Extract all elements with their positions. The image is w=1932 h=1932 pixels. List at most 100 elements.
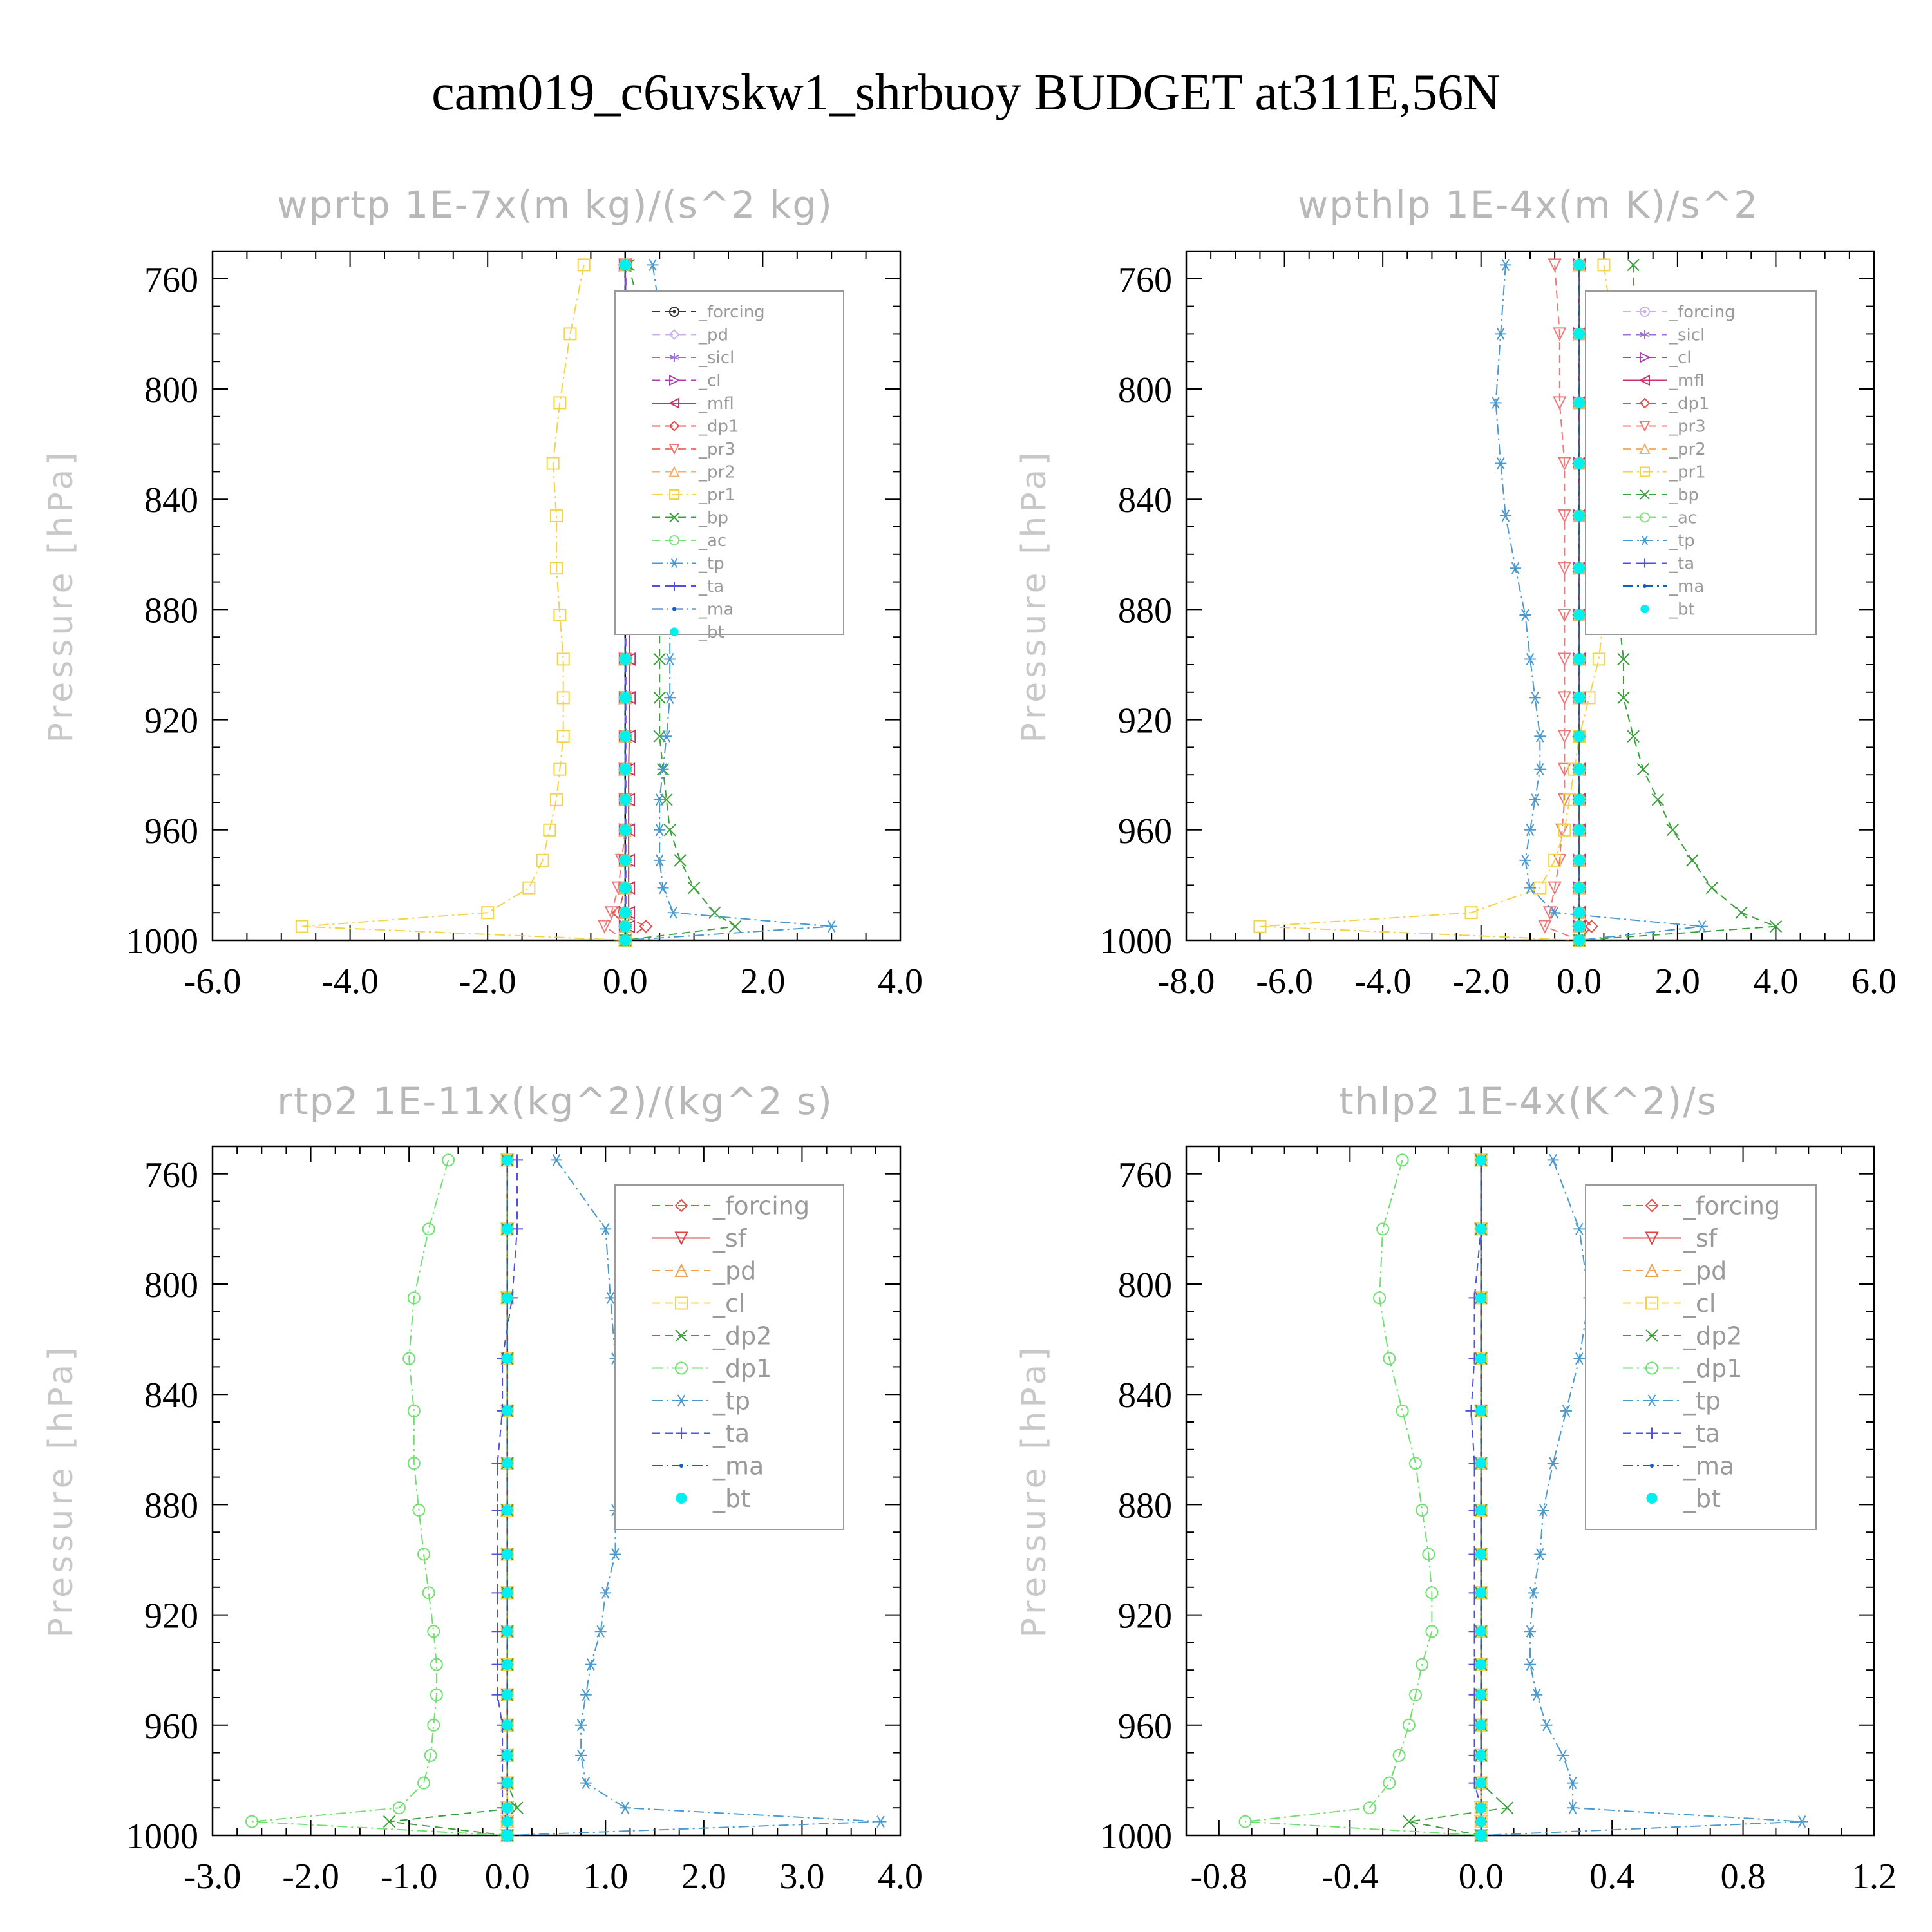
data-point [1560,1405,1572,1417]
data-point [1519,854,1531,867]
data-point [1519,609,1531,621]
legend-label: _pr1 [1669,463,1706,482]
data-point [502,1750,513,1761]
data-point [502,1504,513,1516]
data-point [1416,1503,1429,1517]
data-point [1547,1153,1559,1166]
data-point [619,1801,631,1814]
data-point [604,906,619,920]
data-point [580,1777,592,1790]
data-point [1534,730,1546,743]
data-point [1627,258,1640,272]
data-point [1548,853,1562,867]
legend-label: _dp2 [712,1321,772,1350]
data-point [424,1748,437,1762]
data-point [600,1586,612,1599]
data-point [1501,1801,1514,1814]
y-tick-label: 960 [144,1707,198,1747]
y-tick-label: 880 [1118,1486,1172,1526]
x-tick-label: -2.0 [459,961,516,1001]
data-point [1553,396,1567,410]
legend-marker [1650,1464,1654,1468]
legend-label: _dp1 [698,417,739,437]
legend-marker [668,397,679,409]
plot-frame [1185,1145,1875,1837]
data-point [491,1658,504,1671]
x-tick-label: 0.0 [603,961,648,1001]
data-point [1376,1222,1390,1236]
data-point [653,691,666,705]
series-line [389,1160,518,1836]
series-tp [1475,1153,1808,1842]
legend-label: _sicl [698,348,734,368]
series-line [1470,1160,1482,1835]
legend-marker [1639,442,1651,454]
data-point [422,1222,435,1236]
data-point [575,1719,587,1732]
data-point [1524,824,1536,837]
data-point [550,509,563,522]
data-point [502,1719,513,1731]
data-point [600,1222,612,1235]
data-point [1573,458,1585,469]
data-point [1769,920,1783,933]
legend-label: _sicl [1669,326,1705,345]
legend-label: _ma [1683,1452,1734,1480]
data-point [553,762,567,776]
legend-label: _bt [1669,600,1695,620]
data-point [1510,562,1522,574]
y-tick-label: 960 [144,811,198,851]
legend-label: _pr3 [698,440,735,459]
data-point [654,854,666,867]
data-point [674,854,687,867]
data-point [1573,397,1585,408]
data-point [663,824,676,837]
legend-label: _tp [1683,1387,1721,1415]
legend: _forcing _pd _sicl _cl _mfl _dp1 _pr3 _pr2 _pr1 _… [614,290,844,642]
x-tick-label: 0.8 [1721,1857,1766,1897]
data-point [550,562,563,575]
x-tick-label: -0.4 [1321,1857,1379,1897]
data-point [1573,824,1585,836]
data-point [620,907,631,918]
data-point [875,1815,887,1828]
data-point [1475,1816,1487,1828]
data-point [1557,457,1572,471]
data-point [427,1718,440,1732]
y-axis-label-wpthlp: Pressure [hPa] [1015,449,1054,743]
data-point [1584,920,1598,934]
legend-marker [669,353,679,362]
data-point [1475,1689,1487,1701]
data-point [1529,691,1541,704]
data-point [1475,1223,1487,1235]
y-axis-label-wprtp: Pressure [hPa] [42,449,80,743]
data-point [1573,653,1585,665]
data-point [491,1548,504,1560]
y-tick-label: 760 [144,260,198,300]
data-point [1573,1222,1586,1235]
data-point [620,653,631,665]
legend-label: _sf [1683,1224,1718,1253]
legend-label: _ta [712,1419,750,1448]
data-point [502,1689,513,1701]
legend-box [614,290,844,635]
data-point [1490,396,1502,409]
y-tick-label: 800 [144,370,198,410]
legend-marker [668,329,680,340]
legend-label: _ta [1683,1419,1720,1448]
data-point [295,920,308,933]
legend-marker [1646,1394,1658,1407]
data-point [491,1689,504,1701]
data-point [551,1153,562,1166]
data-point [664,652,676,665]
legend-marker [674,1198,688,1213]
data-point [546,457,560,470]
data-point [481,906,495,920]
data-point [1573,921,1585,933]
data-point [1409,1688,1422,1701]
data-point [1686,854,1699,867]
data-point [1534,1548,1546,1560]
data-point [1573,934,1585,946]
legend-marker [668,421,680,431]
legend-label: _dp2 [1683,1321,1742,1350]
